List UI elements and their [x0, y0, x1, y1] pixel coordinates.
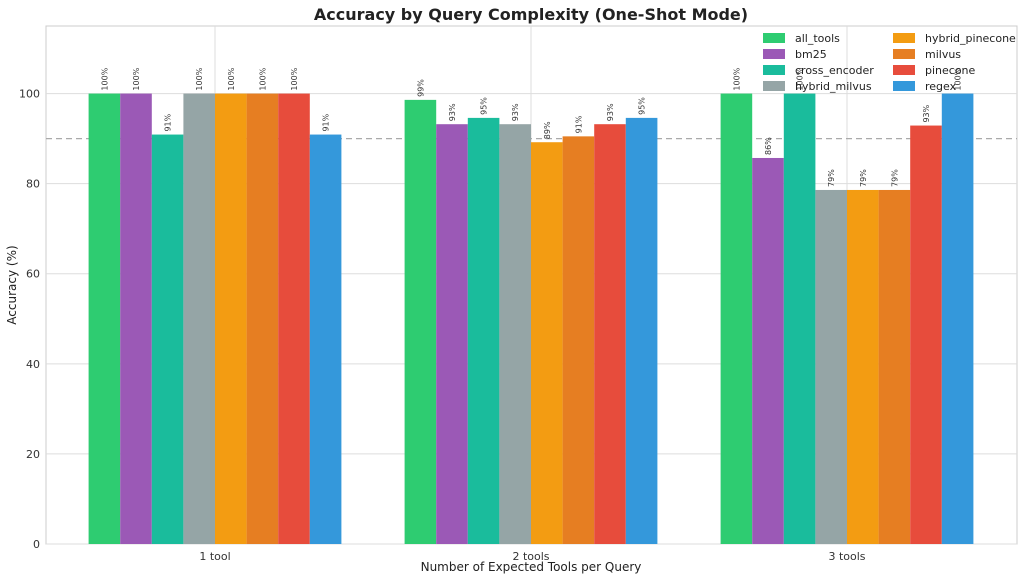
data-label: 100%: [290, 67, 299, 90]
data-label: 100%: [227, 67, 236, 90]
bar-pinecone-0: [278, 93, 310, 544]
legend-label-all_tools: all_tools: [795, 32, 840, 45]
legend-label-hybrid_milvus: hybrid_milvus: [795, 80, 872, 93]
y-tick-label: 60: [26, 268, 40, 281]
bar-hybrid_milvus-2: [815, 189, 847, 545]
legend-swatch-regex: [893, 81, 915, 91]
bar-hybrid_milvus-1: [499, 124, 531, 544]
data-label: 99%: [416, 79, 425, 97]
legend-swatch-pinecone: [893, 65, 915, 75]
bar-bm25-1: [436, 124, 468, 544]
bar-regex-0: [309, 134, 342, 544]
bar-regex-2: [941, 93, 974, 544]
data-label: 100%: [100, 67, 109, 90]
data-label: 100%: [796, 67, 805, 90]
x-tick-label: 3 tools: [828, 550, 865, 563]
data-label: 100%: [258, 67, 267, 90]
data-label: 100%: [732, 67, 741, 90]
y-tick-label: 100: [19, 88, 40, 101]
legend: all_tools bm25 cross_encoder hybrid_milvus h…: [763, 32, 1016, 93]
legend-label-milvus: milvus: [925, 48, 961, 61]
legend-label-hybrid_pinecone: hybrid_pinecone: [925, 32, 1016, 45]
data-label: 93%: [922, 104, 931, 122]
bar-hybrid_pinecone-1: [531, 142, 563, 545]
y-tick-label: 20: [26, 448, 40, 461]
data-label: 91%: [322, 113, 331, 131]
y-axis-label: Accuracy (%): [5, 245, 19, 324]
bar-cross_encoder-2: [783, 93, 816, 544]
bar-cross_encoder-0: [151, 134, 184, 544]
data-label: 100%: [195, 67, 204, 90]
data-label: 93%: [606, 103, 615, 121]
data-label: 79%: [859, 169, 868, 187]
data-label: 89%: [543, 121, 552, 139]
x-tick-label: 2 tools: [512, 550, 549, 563]
data-label: 95%: [480, 97, 489, 115]
bar-pinecone-2: [910, 125, 942, 545]
legend-swatch-all_tools: [763, 33, 785, 43]
bar-labels: 100% 99% 100% 100% 93% 86% 91% 95% 100% 100% 93% 79…: [100, 67, 962, 187]
data-label: 86%: [764, 137, 773, 155]
bar-regex-1: [625, 117, 658, 544]
data-label: 93%: [511, 103, 520, 121]
data-label: 95%: [638, 97, 647, 115]
data-label: 93%: [448, 103, 457, 121]
bar-milvus-1: [562, 136, 595, 545]
legend-swatch-bm25: [763, 49, 785, 59]
y-tick-label: 80: [26, 178, 40, 191]
data-label: 91%: [164, 113, 173, 131]
bar-bm25-0: [120, 93, 152, 544]
bar-pinecone-1: [594, 124, 626, 544]
chart-title: Accuracy by Query Complexity (One-Shot M…: [314, 5, 748, 24]
bars: [88, 93, 974, 545]
legend-label-bm25: bm25: [795, 48, 827, 61]
bar-hybrid_milvus-0: [183, 93, 215, 544]
x-tick-label: 1 tool: [199, 550, 230, 563]
legend-swatch-hybrid_pinecone: [893, 33, 915, 43]
x-axis-ticks: 1 tool 2 tools 3 tools: [199, 550, 865, 563]
legend-label-pinecone: pinecone: [925, 64, 976, 77]
legend-swatch-milvus: [893, 49, 915, 59]
data-label: 91%: [574, 115, 583, 133]
bar-all_tools-0: [88, 93, 121, 544]
bar-bm25-2: [752, 157, 784, 544]
bar-milvus-2: [878, 189, 911, 545]
data-label: 79%: [890, 169, 899, 187]
data-label: 100%: [954, 67, 963, 90]
bar-all_tools-2: [720, 93, 753, 544]
y-tick-label: 0: [33, 538, 40, 551]
data-label: 79%: [827, 169, 836, 187]
y-axis-ticks: 0 20 40 60 80 100: [19, 88, 40, 551]
y-tick-label: 40: [26, 358, 40, 371]
legend-label-regex: regex: [925, 80, 957, 93]
legend-label-cross_encoder: cross_encoder: [795, 64, 874, 77]
legend-swatch-hybrid_milvus: [763, 81, 785, 91]
bar-hybrid_pinecone-0: [215, 93, 247, 544]
data-label: 100%: [132, 67, 141, 90]
legend-swatch-cross_encoder: [763, 65, 785, 75]
bar-all_tools-1: [404, 99, 437, 544]
x-axis-label: Number of Expected Tools per Query: [421, 560, 642, 574]
bar-milvus-0: [246, 93, 279, 544]
bar-hybrid_pinecone-2: [847, 189, 879, 545]
bar-cross_encoder-1: [467, 117, 500, 544]
